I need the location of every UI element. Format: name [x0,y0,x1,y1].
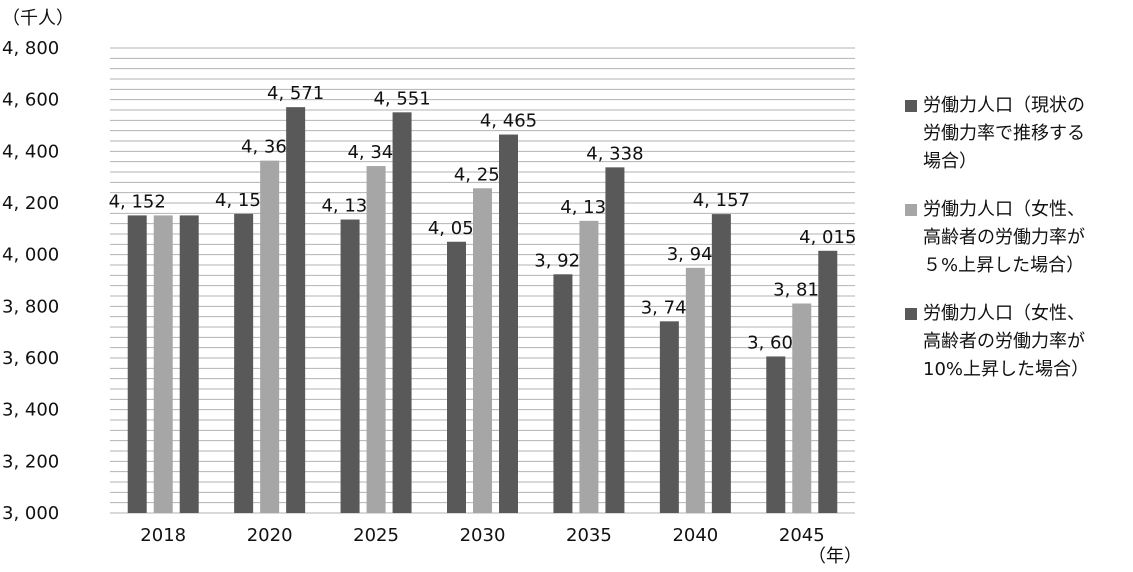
y-tick-label: 4, 600 [2,90,59,111]
bars: 4, 152 4, 158 4, 364 4, 571 4, 136 4, 343 4, 5… [109,83,856,514]
y-tick-label: 3, 600 [2,348,59,369]
y-tick-label: 3, 000 [2,503,59,524]
data-label: 4, 257 [454,164,511,185]
bar [792,303,812,513]
x-tick-label: 2030 [460,525,506,546]
data-label: 4, 131 [560,197,617,218]
y-unit-label: （千人） [2,8,74,29]
data-label: 4, 338 [586,143,643,164]
x-tick-label: 2035 [566,525,612,546]
data-label: 4, 050 [428,218,485,239]
legend-label-10pct: 労働力人口（女性、 高齢者の労働力率が 10%上昇した場合） [923,303,1090,380]
data-label: 3, 949 [667,244,724,265]
bar [179,215,199,513]
legend-swatch-5pct [905,204,917,216]
legend: 労働力人口（現状の 労働力率で推移する 場合） 労働力人口（女性、 高齢者の労働… [905,92,1130,404]
bar [473,188,492,513]
bar [260,160,280,513]
y-tick-label: 4, 400 [2,141,59,162]
bar [579,220,599,513]
bar [605,167,625,513]
y-tick-labels: 3, 000 3, 200 3, 400 3, 600 3, 800 4, 000 4, 2… [2,38,59,524]
y-tick-label: 4, 200 [2,193,59,214]
legend-item-5pct: 労働力人口（女性、 高齢者の労働力率が ５%上昇した場合） [905,196,1130,280]
data-label: 3, 811 [773,279,830,300]
bar [766,356,786,513]
legend-label-5pct: 労働力人口（女性、 高齢者の労働力率が ５%上昇した場合） [923,199,1085,276]
data-label: 4, 465 [480,111,537,132]
y-tick-label: 3, 800 [2,296,59,317]
legend-swatch-10pct [905,308,917,320]
x-tick-label: 2045 [779,525,825,546]
data-label: 4, 157 [693,190,750,211]
y-tick-label: 4, 800 [2,38,59,59]
bar [447,241,466,513]
data-label: 3, 924 [534,250,591,271]
bar [234,213,254,513]
data-label: 4, 343 [347,142,404,163]
data-label: 3, 742 [641,297,698,318]
x-tick-labels: 2018 2020 2025 2030 2035 2040 2045 [140,525,824,546]
x-unit-label: （年） [808,546,862,567]
data-label: 4, 364 [241,137,298,158]
bar [553,274,573,513]
legend-swatch-current [905,100,917,112]
data-label: 4, 136 [321,196,378,217]
bar [685,267,705,513]
bar [392,112,412,513]
data-label: 4, 152 [109,191,166,212]
legend-label-current: 労働力人口（現状の 労働力率で推移する 場合） [923,95,1085,172]
legend-item-current: 労働力人口（現状の 労働力率で推移する 場合） [905,92,1130,176]
data-label: 4, 015 [799,227,856,248]
bar [286,107,306,514]
bar [340,219,360,514]
data-label: 3, 606 [747,332,804,353]
bar [127,215,147,513]
x-tick-label: 2025 [353,525,399,546]
y-tick-label: 3, 200 [2,451,59,472]
bar [366,166,386,513]
data-label: 4, 551 [373,88,430,109]
x-tick-label: 2040 [672,525,718,546]
bar [153,215,173,513]
x-tick-label: 2018 [140,525,186,546]
bar [499,134,518,513]
data-label: 4, 571 [267,83,324,104]
legend-item-10pct: 労働力人口（女性、 高齢者の労働力率が 10%上昇した場合） [905,300,1130,384]
bar [711,214,731,513]
bar [818,250,838,513]
y-tick-label: 4, 000 [2,245,59,266]
data-label: 4, 158 [215,190,272,211]
x-tick-label: 2020 [247,525,293,546]
y-tick-label: 3, 400 [2,400,59,421]
bar [659,321,679,513]
